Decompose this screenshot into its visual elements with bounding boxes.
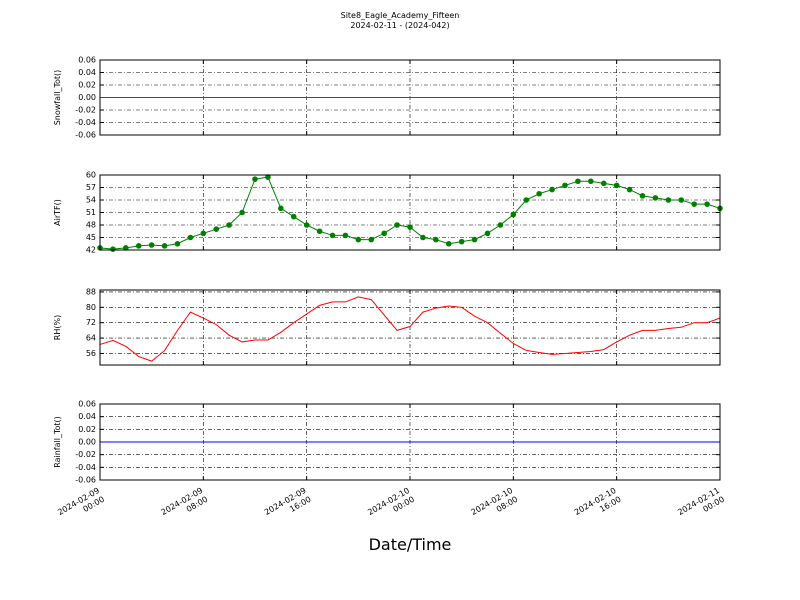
data-point xyxy=(161,243,168,249)
y-tick-label: -0.06 xyxy=(75,131,96,140)
plot-frame xyxy=(99,59,721,136)
data-point xyxy=(626,186,633,193)
data-point xyxy=(135,243,142,249)
y-tick-label: 72 xyxy=(86,318,96,327)
y-tick-label: -0.02 xyxy=(75,450,96,459)
y-tick-label: 0.04 xyxy=(78,412,96,421)
data-point xyxy=(394,222,400,228)
y-tick-label: 54 xyxy=(86,196,96,205)
y-tick-label: -0.04 xyxy=(75,463,96,472)
data-point xyxy=(704,201,710,207)
y-tick-label: 0.02 xyxy=(78,425,96,434)
y-tick-label: 45 xyxy=(86,233,96,242)
data-point xyxy=(433,236,439,243)
y-axis-label: Rainfall_Tot() xyxy=(53,416,62,468)
chart-title: Site8_Eagle_Academy_Fifteen xyxy=(341,11,460,20)
data-point xyxy=(691,201,697,207)
y-tick-label: 0.00 xyxy=(78,93,96,102)
y-tick-label: 0.06 xyxy=(78,56,96,65)
data-point xyxy=(420,234,426,241)
plot-frame xyxy=(99,403,721,481)
data-point xyxy=(510,211,517,218)
y-tick-label: 88 xyxy=(86,287,96,296)
y-tick-label: -0.06 xyxy=(75,476,96,485)
data-point xyxy=(187,234,194,241)
data-point xyxy=(239,209,245,216)
data-point xyxy=(329,232,336,239)
y-tick-label: -0.02 xyxy=(75,106,96,115)
data-point xyxy=(252,176,258,182)
data-point xyxy=(407,224,413,230)
data-line xyxy=(99,296,721,362)
data-point xyxy=(316,228,323,235)
data-point xyxy=(575,178,581,185)
data-point xyxy=(342,232,349,239)
y-tick-label: 60 xyxy=(86,171,96,180)
y-tick-label: 42 xyxy=(86,246,96,255)
data-point xyxy=(562,182,568,189)
data-point xyxy=(381,230,387,237)
data-point xyxy=(290,213,297,220)
data-point xyxy=(536,190,542,197)
data-point xyxy=(213,226,220,232)
data-point xyxy=(665,197,672,203)
y-tick-label: 56 xyxy=(86,349,96,358)
y-axis-label: RH(%) xyxy=(53,315,62,340)
data-point xyxy=(600,180,607,187)
data-point xyxy=(458,238,465,245)
y-tick-label: 64 xyxy=(86,334,96,343)
data-point xyxy=(678,197,685,203)
data-point xyxy=(200,230,207,237)
y-tick-label: 80 xyxy=(86,303,96,312)
data-point xyxy=(484,230,491,237)
data-point xyxy=(471,236,478,243)
data-point xyxy=(226,222,232,228)
y-tick-label: 57 xyxy=(86,183,96,192)
y-tick-label: 48 xyxy=(86,221,96,230)
data-point xyxy=(523,197,530,203)
data-point xyxy=(303,222,310,228)
plot-frame xyxy=(99,174,721,251)
y-axis-label: Snowfall_Tot() xyxy=(53,70,62,126)
data-point xyxy=(549,186,555,193)
data-point xyxy=(445,240,452,247)
data-point xyxy=(588,178,594,185)
data-point xyxy=(639,193,646,199)
y-tick-label: 0.00 xyxy=(78,438,96,447)
y-tick-label: 0.06 xyxy=(78,400,96,409)
data-point xyxy=(278,205,284,212)
data-point xyxy=(613,182,620,189)
plot-frame xyxy=(99,289,721,366)
data-point xyxy=(497,222,504,228)
data-point xyxy=(652,195,659,201)
y-tick-label: -0.04 xyxy=(75,118,96,127)
y-tick-label: 0.04 xyxy=(78,68,96,77)
chart-subtitle: 2024-02-11 - (2024-042) xyxy=(350,21,449,30)
y-tick-label: 0.02 xyxy=(78,81,96,90)
data-point xyxy=(174,240,181,247)
data-point xyxy=(110,246,116,252)
y-tick-label: 51 xyxy=(86,208,96,217)
data-point xyxy=(368,236,375,243)
data-point xyxy=(148,242,155,248)
y-axis-label: AirTF() xyxy=(53,199,62,226)
data-point xyxy=(355,236,362,243)
x-axis-label: Date/Time xyxy=(369,535,452,554)
